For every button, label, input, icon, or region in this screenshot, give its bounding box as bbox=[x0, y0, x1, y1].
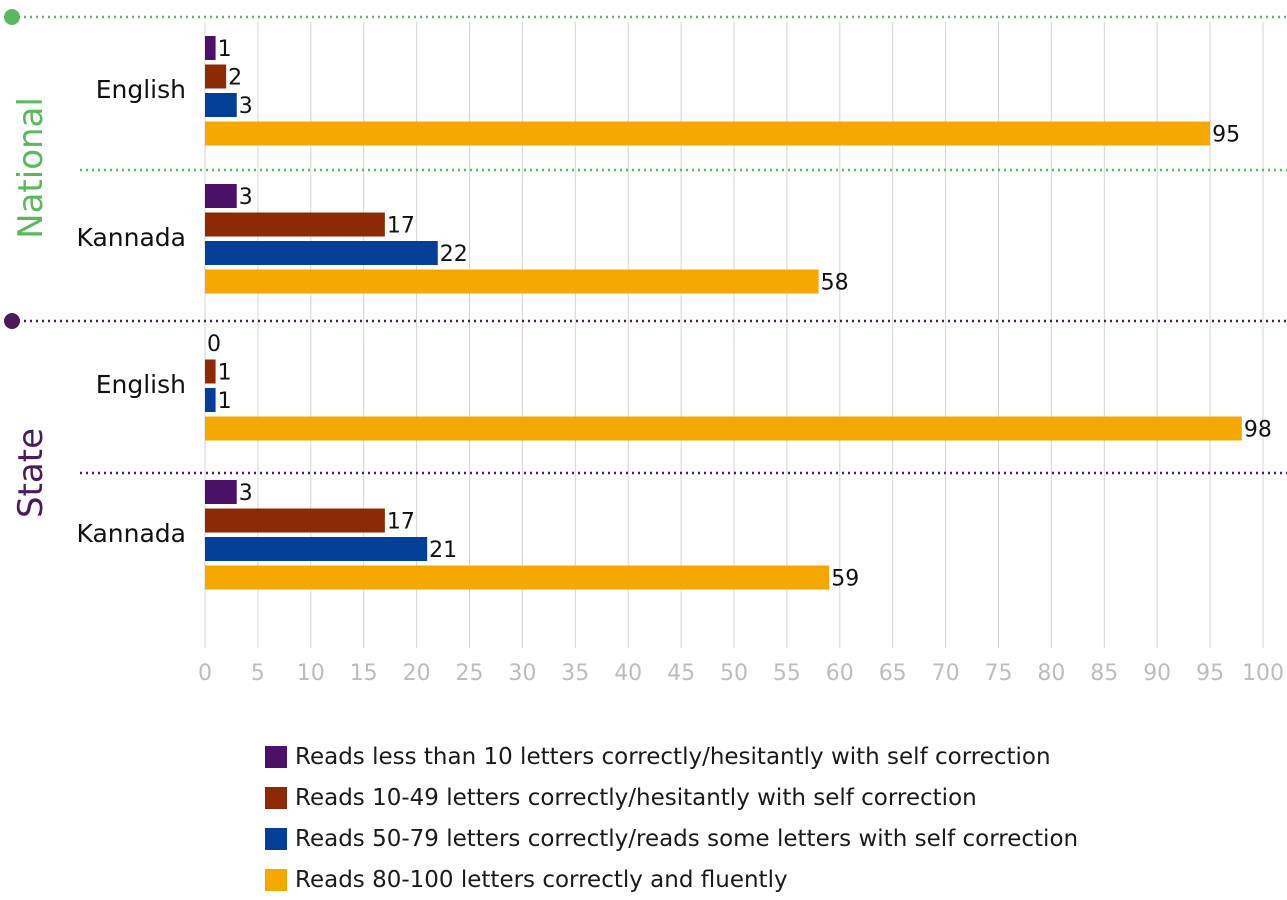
legend-item: Reads 50-79 letters correctly/reads some… bbox=[265, 818, 1078, 859]
legend-label: Reads less than 10 letters correctly/hes… bbox=[295, 743, 1051, 770]
data-label: 59 bbox=[831, 567, 859, 592]
section-marker bbox=[4, 313, 20, 329]
data-label: 95 bbox=[1212, 123, 1240, 148]
legend: Reads less than 10 letters correctly/hes… bbox=[265, 736, 1078, 900]
data-label: 17 bbox=[387, 510, 415, 535]
category-label: Kannada bbox=[77, 223, 186, 252]
x-tick-label: 20 bbox=[403, 661, 431, 686]
data-label: 1 bbox=[218, 37, 232, 62]
x-tick-label: 50 bbox=[720, 661, 748, 686]
x-tick-label: 85 bbox=[1090, 661, 1118, 686]
section-marker bbox=[4, 9, 20, 25]
bar bbox=[205, 269, 819, 294]
data-label: 17 bbox=[387, 214, 415, 239]
legend-swatch bbox=[265, 868, 287, 891]
x-tick-label: 15 bbox=[350, 661, 378, 686]
data-label: 0 bbox=[207, 332, 221, 357]
bar bbox=[205, 480, 237, 504]
legend-label: Reads 50-79 letters correctly/reads some… bbox=[295, 825, 1079, 852]
bar-chart: 0 5 10 15 20 25 30 35 40 45 50 55 60 65 70 75 80 85 90 95 10… bbox=[4, 9, 1287, 686]
bar bbox=[205, 184, 237, 208]
bar bbox=[205, 416, 1242, 441]
bar bbox=[205, 36, 216, 60]
legend-swatch bbox=[265, 827, 287, 850]
data-label: 98 bbox=[1244, 418, 1272, 443]
x-tick-label: 55 bbox=[773, 661, 801, 686]
x-tick-label: 100 bbox=[1242, 661, 1284, 686]
x-tick-label: 45 bbox=[667, 661, 695, 686]
legend-item: Reads less than 10 letters correctly/hes… bbox=[265, 736, 1078, 777]
bar bbox=[205, 64, 227, 89]
legend-item: Reads 10-49 letters correctly/hesitantly… bbox=[265, 777, 1078, 818]
x-tick-label: 80 bbox=[1037, 661, 1065, 686]
legend-swatch bbox=[265, 745, 287, 768]
x-tick-label: 5 bbox=[251, 661, 265, 686]
bar bbox=[205, 508, 385, 533]
x-tick-label: 25 bbox=[456, 661, 484, 686]
category-label: English bbox=[96, 370, 186, 399]
category-label: Kannada bbox=[77, 519, 186, 548]
x-tick-label: 75 bbox=[985, 661, 1013, 686]
legend-swatch bbox=[265, 786, 287, 809]
data-label: 3 bbox=[239, 185, 253, 210]
data-label: 3 bbox=[239, 481, 253, 506]
bar bbox=[205, 359, 216, 384]
section-label: State bbox=[11, 428, 51, 518]
bar bbox=[205, 565, 830, 590]
data-label: 21 bbox=[429, 538, 457, 563]
x-tick-label: 65 bbox=[879, 661, 907, 686]
x-tick-label: 40 bbox=[614, 661, 642, 686]
bar bbox=[205, 388, 216, 412]
data-label: 3 bbox=[239, 94, 253, 119]
legend-item: Reads 80-100 letters correctly and fluen… bbox=[265, 859, 1078, 900]
data-label: 2 bbox=[228, 66, 242, 91]
x-tick-label: 95 bbox=[1196, 661, 1224, 686]
x-tick-label: 90 bbox=[1143, 661, 1171, 686]
x-tick-label: 70 bbox=[932, 661, 960, 686]
x-tick-label: 30 bbox=[508, 661, 536, 686]
data-label: 1 bbox=[218, 361, 232, 386]
bar bbox=[205, 537, 428, 561]
data-label: 58 bbox=[821, 271, 849, 296]
x-tick-label: 0 bbox=[198, 661, 212, 686]
bar bbox=[205, 121, 1211, 146]
x-tick-label: 35 bbox=[561, 661, 589, 686]
x-tick-label: 60 bbox=[826, 661, 854, 686]
category-label: English bbox=[96, 75, 186, 104]
bar bbox=[205, 241, 438, 265]
data-label: 22 bbox=[440, 242, 468, 267]
section-label: National bbox=[11, 97, 51, 239]
legend-label: Reads 10-49 letters correctly/hesitantly… bbox=[295, 784, 977, 811]
bar bbox=[205, 93, 237, 117]
x-tick-label: 10 bbox=[297, 661, 325, 686]
bar bbox=[205, 212, 385, 237]
legend-label: Reads 80-100 letters correctly and fluen… bbox=[295, 866, 788, 893]
data-label: 1 bbox=[218, 389, 232, 414]
